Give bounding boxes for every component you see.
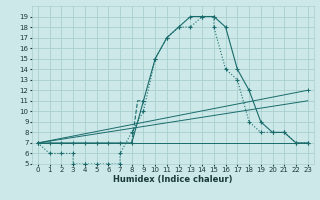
X-axis label: Humidex (Indice chaleur): Humidex (Indice chaleur) — [113, 175, 233, 184]
